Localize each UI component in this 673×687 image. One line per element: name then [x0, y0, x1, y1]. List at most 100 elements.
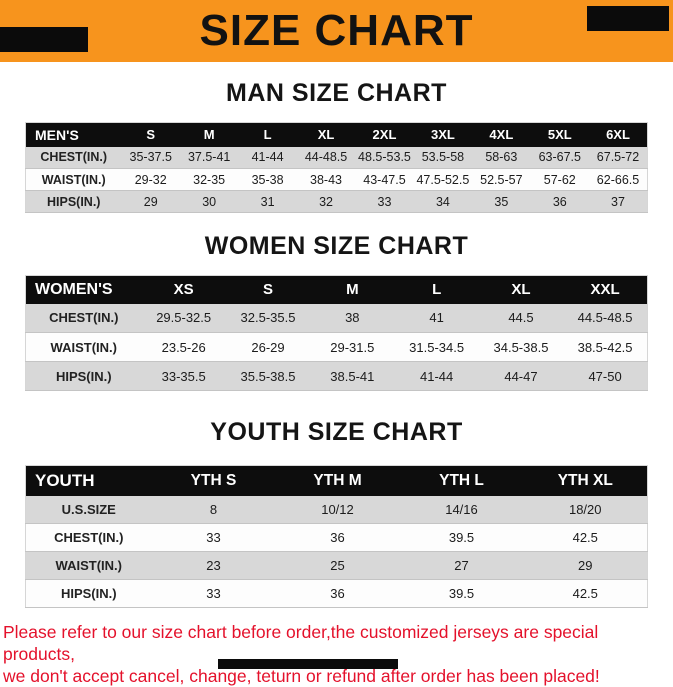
disclaimer-line-1: Please refer to our size chart before or… [3, 622, 599, 664]
size-value: 48.5-53.5 [355, 146, 414, 169]
size-column-header: S [225, 275, 311, 304]
size-value: 36 [275, 579, 400, 608]
size-column-header: 2XL [355, 122, 414, 147]
size-value: 25 [275, 551, 400, 580]
size-value: 14/16 [399, 495, 524, 524]
size-value: 27 [399, 551, 524, 580]
table-row: WAIST(IN.) 23.5-26 26-29 29-31.5 31.5-34.5 34… [25, 332, 648, 362]
banner: SIZE CHART [0, 0, 673, 62]
size-value: 32 [296, 190, 356, 213]
size-value: 62-66.5 [589, 168, 648, 191]
size-column-header: YTH S [151, 465, 276, 496]
size-value: 41-44 [238, 146, 297, 169]
size-value: 18/20 [523, 495, 648, 524]
disclaimer: Please refer to our size chart before or… [0, 621, 673, 687]
table-row: WAIST(IN.) 23 25 27 29 [25, 551, 648, 580]
section-heading-women: WOMEN SIZE CHART [204, 232, 469, 260]
size-value: 33-35.5 [141, 361, 226, 391]
table-row: HIPS(IN.) 29 30 31 32 33 34 35 36 37 [25, 190, 648, 213]
table-row: CHEST(IN.) 33 36 39.5 42.5 [25, 523, 648, 552]
page-title: SIZE CHART [199, 6, 474, 55]
size-value: 35-37.5 [121, 146, 180, 169]
row-label: WAIST(IN.) [25, 332, 142, 362]
row-label: U.S.SIZE [25, 495, 152, 524]
size-value: 33 [151, 523, 276, 552]
size-value: 35 [472, 190, 531, 213]
size-value: 52.5-57 [472, 168, 531, 191]
size-column-header: YTH XL [523, 465, 648, 496]
size-value: 37.5-41 [179, 146, 239, 169]
size-value: 29 [523, 551, 648, 580]
size-column-header: M [310, 275, 395, 304]
size-value: 38 [310, 303, 395, 333]
size-column-header: L [238, 122, 297, 147]
row-label: WAIST(IN.) [25, 551, 152, 580]
size-value: 38.5-42.5 [563, 332, 648, 362]
table-row: HIPS(IN.) 33 36 39.5 42.5 [25, 579, 648, 608]
size-value: 31 [238, 190, 297, 213]
size-value: 42.5 [523, 523, 648, 552]
size-value: 41-44 [394, 361, 479, 391]
size-value: 57-62 [530, 168, 589, 191]
size-value: 44-48.5 [296, 146, 356, 169]
size-column-header: XXL [563, 275, 648, 304]
size-value: 37 [589, 190, 648, 213]
youth-size-chart-section: YOUTH SIZE CHART YOUTH YTH S YTH M YTH L YTH… [0, 419, 673, 608]
size-value: 32-35 [179, 168, 239, 191]
size-value: 35-38 [238, 168, 297, 191]
banner-left-black-bar [0, 27, 88, 52]
size-value: 36 [530, 190, 589, 213]
size-value: 39.5 [399, 523, 524, 552]
banner-right-black-bar [587, 6, 669, 31]
table-row: WAIST(IN.) 29-32 32-35 35-38 38-43 43-47.5 47.… [25, 168, 648, 191]
size-value: 63-67.5 [530, 146, 589, 169]
size-value: 43-47.5 [355, 168, 414, 191]
row-label: HIPS(IN.) [25, 579, 152, 608]
size-value: 8 [151, 495, 276, 524]
section-heading-man: MAN SIZE CHART [226, 79, 447, 107]
women-size-chart-section: WOMEN SIZE CHART WOMEN'S XS S M L XL XXL CHEST(… [0, 233, 673, 391]
size-value: 29 [121, 190, 180, 213]
size-value: 33 [151, 579, 276, 608]
size-column-header: 5XL [530, 122, 589, 147]
size-value: 36 [275, 523, 400, 552]
size-column-header: S [121, 122, 180, 147]
row-label: HIPS(IN.) [25, 190, 122, 213]
size-value: 53.5-58 [413, 146, 473, 169]
size-value: 29.5-32.5 [141, 303, 226, 333]
table-corner-header: WOMEN'S [25, 275, 142, 304]
size-value: 34 [413, 190, 473, 213]
size-value: 33 [355, 190, 414, 213]
section-heading-youth: YOUTH SIZE CHART [210, 418, 463, 446]
size-value: 26-29 [225, 332, 311, 362]
row-label: CHEST(IN.) [25, 303, 142, 333]
row-label: CHEST(IN.) [25, 523, 152, 552]
table-header-row: MEN'S S M L XL 2XL 3XL 4XL 5XL 6XL [25, 122, 648, 147]
size-value: 35.5-38.5 [225, 361, 311, 391]
size-value: 47.5-52.5 [413, 168, 473, 191]
size-value: 29-31.5 [310, 332, 395, 362]
size-value: 34.5-38.5 [478, 332, 564, 362]
size-value: 38-43 [296, 168, 356, 191]
size-value: 44-47 [478, 361, 564, 391]
size-value: 30 [179, 190, 239, 213]
table-row: U.S.SIZE 8 10/12 14/16 18/20 [25, 495, 648, 524]
size-value: 38.5-41 [310, 361, 395, 391]
size-value: 29-32 [121, 168, 180, 191]
women-size-table: WOMEN'S XS S M L XL XXL CHEST(IN.) 29.5-32.5 32.5… [25, 275, 648, 391]
youth-size-table: YOUTH YTH S YTH M YTH L YTH XL U.S.SIZE 8 10/12… [25, 465, 648, 608]
size-column-header: L [394, 275, 479, 304]
size-value: 44.5 [478, 303, 564, 333]
table-row: HIPS(IN.) 33-35.5 35.5-38.5 38.5-41 41-44 44-… [25, 361, 648, 391]
size-value: 67.5-72 [589, 146, 648, 169]
row-label: CHEST(IN.) [25, 146, 122, 169]
size-column-header: 3XL [413, 122, 473, 147]
size-value: 23 [151, 551, 276, 580]
size-value: 39.5 [399, 579, 524, 608]
size-column-header: M [179, 122, 239, 147]
table-header-row: WOMEN'S XS S M L XL XXL [25, 275, 648, 304]
row-label: HIPS(IN.) [25, 361, 142, 391]
size-column-header: XS [141, 275, 226, 304]
size-value: 58-63 [472, 146, 531, 169]
